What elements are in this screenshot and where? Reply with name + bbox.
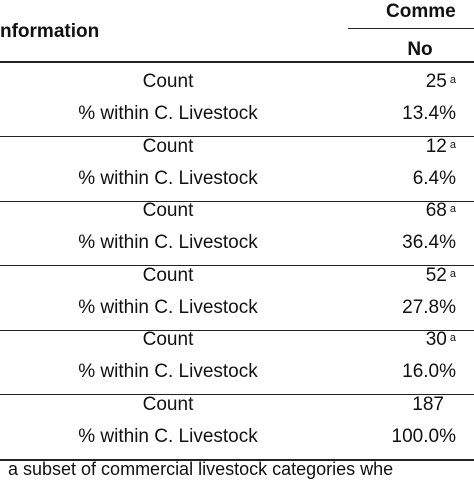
row-rule	[0, 136, 474, 137]
value-text: 13.4%	[402, 103, 456, 124]
row-label: % within C. Livestock	[78, 426, 258, 447]
row-label: % within C. Livestock	[78, 232, 258, 254]
row-value: 6.4%	[413, 168, 456, 190]
group-rule	[348, 28, 474, 29]
row-value: 27.8%	[402, 297, 456, 319]
value-text: 16.0%	[402, 361, 456, 383]
row-label: % within C. Livestock	[78, 167, 258, 189]
column-header: No	[407, 39, 433, 60]
superscript: a	[449, 332, 456, 345]
superscript: a	[449, 267, 456, 280]
row-label: Count	[142, 135, 194, 157]
row-rule	[0, 459, 474, 461]
row-label: Count	[142, 71, 194, 92]
value-text: 187	[412, 394, 444, 415]
row-value: 13.4%	[402, 103, 456, 125]
row-value: 30 a	[426, 329, 456, 351]
row-rule	[0, 394, 474, 396]
value-text: 100.0%	[391, 426, 456, 447]
row-value: 25 a	[426, 71, 456, 93]
value-text: 6.4%	[412, 167, 456, 189]
row-rule	[0, 329, 474, 331]
row-rule	[0, 200, 474, 202]
value-text: 30	[425, 329, 447, 351]
value-text: 52	[425, 264, 447, 286]
header-title: nformation	[0, 21, 100, 42]
row-value: 100.0%	[392, 426, 456, 448]
row-value: 52 a	[426, 265, 456, 287]
header-rule	[0, 61, 474, 63]
row-value: 68 a	[426, 200, 456, 222]
row-label: Count	[142, 264, 194, 286]
header-group: Comme	[386, 1, 456, 22]
row-value: 187	[412, 394, 456, 416]
superscript: a	[449, 138, 456, 151]
value-text: 68	[425, 200, 447, 222]
value-text: 12	[425, 135, 447, 157]
row-label: % within C. Livestock	[78, 296, 258, 318]
row-value: 36.4%	[402, 232, 456, 254]
row-label: Count	[142, 394, 194, 415]
footnote: a subset of commercial livestock categor…	[8, 459, 394, 479]
value-text: 36.4%	[402, 232, 456, 254]
row-rule	[0, 265, 474, 267]
row-label: % within C. Livestock	[78, 103, 258, 124]
row-label: Count	[142, 200, 194, 222]
value-text: 27.8%	[402, 296, 456, 318]
superscript: a	[449, 74, 456, 86]
row-label: Count	[142, 329, 194, 351]
value-text: 25	[425, 71, 447, 92]
row-label: % within C. Livestock	[78, 361, 258, 383]
row-value: 12 a	[426, 136, 456, 158]
row-value: 16.0%	[402, 361, 456, 383]
superscript: a	[449, 203, 456, 216]
